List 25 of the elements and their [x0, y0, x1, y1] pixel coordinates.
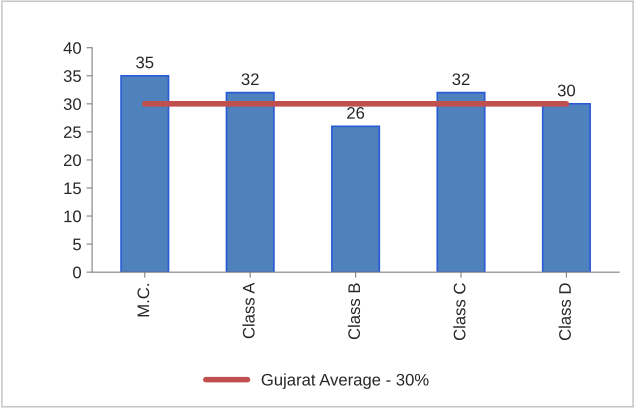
data-label: 26 [347, 107, 364, 119]
y-tick-label: 40 [64, 42, 82, 54]
x-tick-label: M.C. [137, 284, 150, 316]
bar [120, 74, 170, 272]
bar [542, 103, 591, 272]
y-tick-label: 0 [73, 266, 82, 278]
bar [226, 92, 275, 272]
x-tick-label: Class C [453, 283, 466, 340]
legend-label: Gujarat Average - 30% [262, 373, 429, 389]
data-label: 32 [242, 73, 259, 86]
y-tick-label: 15 [64, 182, 81, 194]
bar [331, 125, 380, 272]
y-tick-label: 35 [64, 70, 81, 82]
y-tick-label: 30 [64, 98, 82, 110]
bar [436, 92, 486, 272]
y-tick-label: 5 [73, 238, 81, 250]
data-label: 30 [558, 84, 576, 96]
y-tick-label: 25 [64, 126, 81, 138]
data-label: 32 [452, 73, 470, 86]
y-tick-label: 10 [64, 210, 82, 222]
y-tick-label: 20 [64, 154, 82, 166]
data-label: 35 [136, 56, 154, 68]
x-tick-label: Class A [242, 282, 255, 338]
x-tick-label: Class D [558, 283, 571, 340]
x-tick-label: Class B [348, 283, 360, 340]
